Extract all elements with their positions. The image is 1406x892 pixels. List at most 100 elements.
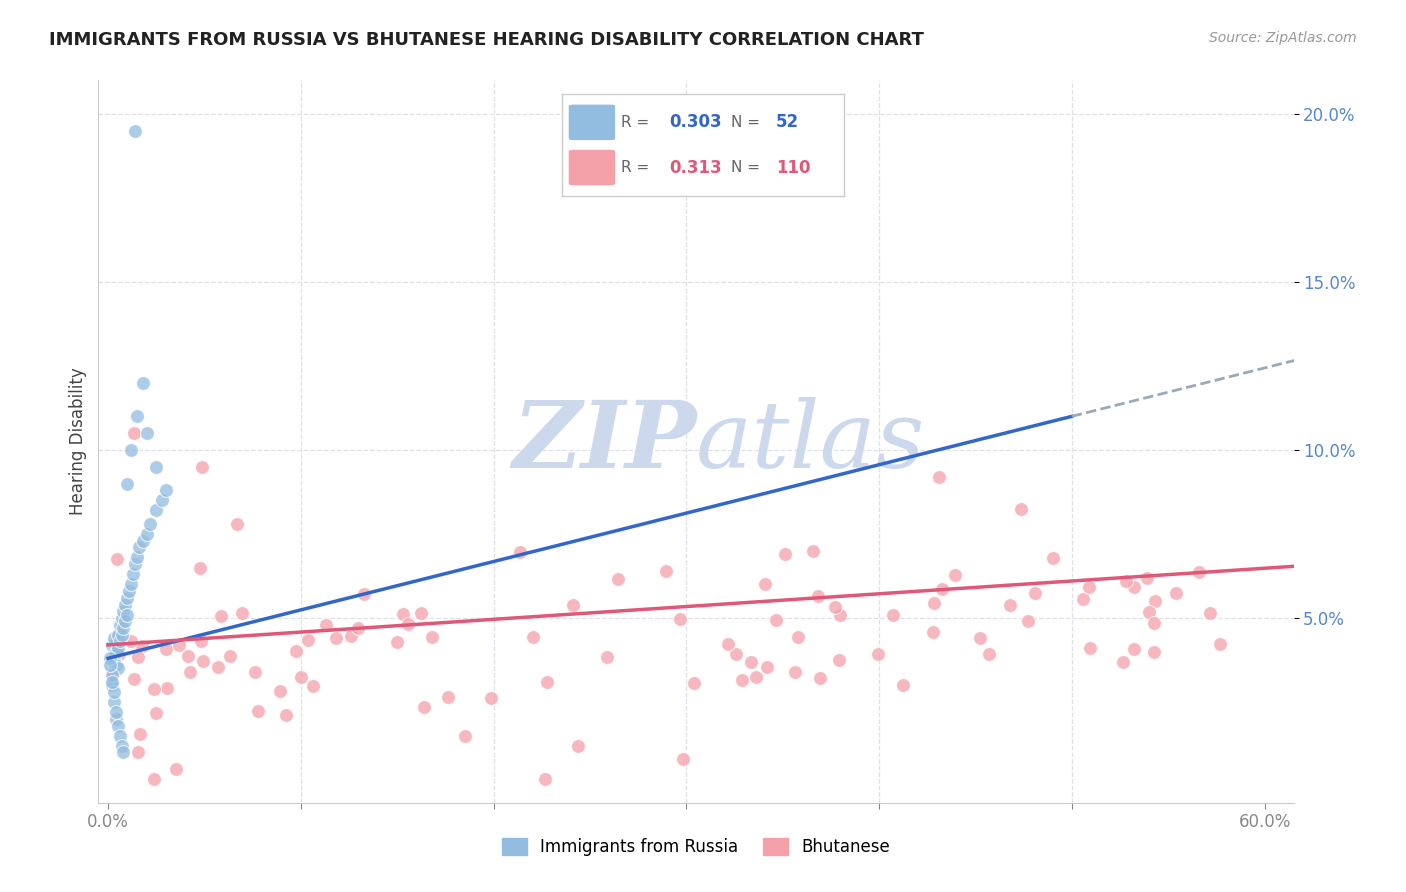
Text: ZIP: ZIP	[512, 397, 696, 486]
Point	[1010, 501, 1032, 516]
Point	[107, 641, 129, 656]
Point	[668, 612, 690, 626]
Point	[340, 628, 363, 642]
Point	[107, 628, 129, 642]
Point	[754, 576, 776, 591]
Point	[1143, 645, 1166, 659]
Point	[117, 476, 139, 491]
Point	[347, 621, 370, 635]
Point	[120, 442, 142, 457]
Point	[188, 560, 211, 574]
Point	[922, 596, 945, 610]
Point	[103, 685, 125, 699]
Point	[131, 640, 153, 654]
Point	[1115, 574, 1137, 588]
Point	[1078, 641, 1101, 656]
Point	[453, 729, 475, 743]
Point	[1136, 572, 1159, 586]
Point	[150, 493, 173, 508]
Point	[225, 516, 247, 531]
Point	[118, 584, 141, 599]
Point	[945, 567, 967, 582]
Point	[107, 718, 129, 732]
Point	[117, 591, 139, 605]
Point	[830, 608, 852, 623]
Point	[101, 668, 124, 682]
Point	[218, 648, 240, 663]
Point	[155, 641, 177, 656]
Point	[765, 613, 787, 627]
Point	[522, 630, 544, 644]
Point	[135, 527, 157, 541]
Text: IMMIGRANTS FROM RUSSIA VS BHUTANESE HEARING DISABILITY CORRELATION CHART: IMMIGRANTS FROM RUSSIA VS BHUTANESE HEAR…	[49, 31, 924, 49]
Point	[868, 647, 890, 661]
Point	[120, 634, 142, 648]
Point	[246, 704, 269, 718]
Point	[105, 551, 128, 566]
Point	[977, 648, 1000, 662]
Point	[413, 700, 436, 714]
Point	[112, 621, 135, 635]
Text: R =: R =	[621, 115, 650, 130]
Point	[103, 631, 125, 645]
Point	[101, 638, 124, 652]
Point	[297, 633, 319, 648]
Point	[156, 681, 179, 696]
Point	[824, 600, 846, 615]
Point	[269, 683, 291, 698]
Point	[891, 678, 914, 692]
Point	[108, 647, 131, 661]
Point	[409, 606, 432, 620]
Point	[139, 516, 162, 531]
Point	[437, 690, 460, 704]
Point	[124, 124, 146, 138]
Point	[101, 674, 124, 689]
Point	[127, 649, 149, 664]
Text: 110: 110	[776, 159, 811, 177]
Point	[169, 638, 191, 652]
Point	[107, 661, 129, 675]
Point	[921, 625, 943, 640]
Point	[1017, 614, 1039, 628]
Point	[682, 675, 704, 690]
Point	[179, 665, 201, 679]
Point	[104, 644, 127, 658]
Point	[108, 617, 131, 632]
Point	[207, 659, 229, 673]
Point	[479, 691, 502, 706]
Point	[114, 598, 136, 612]
Point	[353, 587, 375, 601]
Point	[1112, 655, 1135, 669]
Point	[672, 752, 695, 766]
Point	[211, 609, 233, 624]
Text: Source: ZipAtlas.com: Source: ZipAtlas.com	[1209, 31, 1357, 45]
Point	[145, 706, 167, 721]
Point	[132, 376, 155, 390]
Point	[1024, 585, 1046, 599]
Point	[801, 544, 824, 558]
Point	[807, 589, 830, 603]
Point	[114, 615, 136, 629]
Point	[596, 649, 619, 664]
Point	[112, 604, 135, 618]
Point	[104, 705, 127, 719]
Point	[122, 672, 145, 686]
Point	[1188, 565, 1211, 579]
Point	[740, 655, 762, 669]
Point	[562, 598, 585, 612]
Point	[145, 459, 167, 474]
Point	[143, 681, 166, 696]
Point	[290, 670, 312, 684]
Point	[101, 666, 124, 681]
Point	[1078, 580, 1101, 594]
Point	[1123, 580, 1146, 594]
Point	[98, 651, 121, 665]
Point	[1123, 642, 1146, 657]
Y-axis label: Hearing Disability: Hearing Disability	[69, 368, 87, 516]
Text: 52: 52	[776, 113, 799, 131]
Point	[731, 673, 754, 688]
Point	[533, 772, 555, 787]
Point	[122, 426, 145, 441]
Point	[101, 678, 124, 692]
Point	[135, 426, 157, 441]
